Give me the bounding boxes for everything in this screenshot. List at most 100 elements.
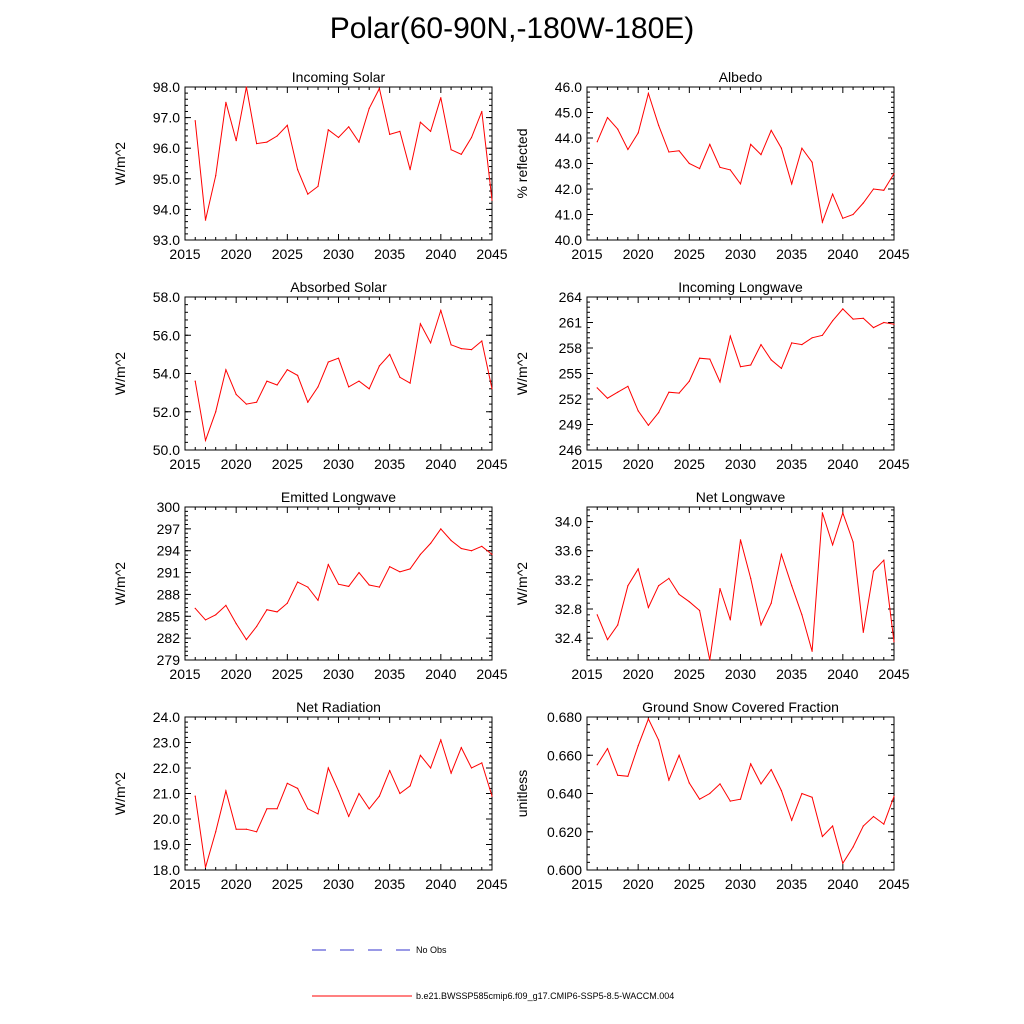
data-point bbox=[872, 815, 875, 818]
x-tick-label: 2030 bbox=[323, 456, 354, 472]
data-point bbox=[256, 143, 258, 145]
x-tick-label: 2045 bbox=[878, 456, 909, 472]
x-tick-label: 2040 bbox=[425, 876, 456, 892]
data-point bbox=[709, 792, 711, 795]
data-point bbox=[627, 585, 629, 587]
data-point bbox=[617, 128, 619, 130]
y-axis-label: W/m^2 bbox=[112, 772, 128, 815]
data-point bbox=[389, 133, 391, 135]
y-tick-label: 24.0 bbox=[153, 709, 180, 725]
data-point bbox=[811, 796, 813, 798]
data-point bbox=[430, 767, 432, 769]
chart-panel-5: Net Longwave 2015 2020 2025 2030 2035 2040 2045… bbox=[514, 489, 910, 682]
data-point bbox=[647, 718, 650, 720]
x-tick-label: 2045 bbox=[878, 666, 909, 682]
data-point bbox=[729, 169, 731, 171]
data-point bbox=[780, 553, 783, 556]
data-point bbox=[327, 129, 329, 131]
data-point bbox=[627, 385, 629, 387]
y-tick-label: 261 bbox=[559, 315, 583, 331]
x-tick-label: 2035 bbox=[374, 246, 405, 262]
data-point bbox=[709, 659, 711, 661]
data-point bbox=[204, 866, 207, 869]
data-point bbox=[348, 126, 350, 128]
x-tick-label: 2020 bbox=[221, 876, 252, 892]
data-point bbox=[852, 541, 854, 543]
y-tick-label: 21.0 bbox=[153, 786, 180, 802]
data-point bbox=[194, 380, 196, 382]
data-point bbox=[658, 739, 660, 741]
data-point bbox=[286, 782, 288, 784]
data-point bbox=[606, 639, 609, 641]
data-point bbox=[801, 614, 803, 616]
x-tick-label: 2035 bbox=[776, 876, 807, 892]
data-point bbox=[399, 130, 401, 132]
data-point bbox=[596, 614, 598, 616]
data-point bbox=[358, 792, 360, 795]
y-tick-label: 50.0 bbox=[153, 442, 180, 458]
data-point bbox=[606, 117, 609, 119]
y-tick-label: 33.2 bbox=[555, 572, 582, 588]
data-point bbox=[688, 380, 690, 382]
data-point bbox=[337, 136, 340, 139]
x-tick-label: 2025 bbox=[674, 246, 705, 262]
data-point bbox=[419, 754, 421, 756]
series-line bbox=[596, 91, 895, 225]
legend: No Obs b.e21.BWSSP585cmip6.f09_g17.CMIP6-… bbox=[312, 945, 674, 1001]
data-point bbox=[699, 609, 701, 612]
x-tick-label: 2035 bbox=[374, 876, 405, 892]
data-point bbox=[378, 586, 380, 588]
data-point bbox=[719, 381, 721, 383]
x-tick-label: 2035 bbox=[776, 456, 807, 472]
panel-title: Albedo bbox=[719, 69, 763, 85]
data-point bbox=[215, 614, 217, 616]
data-point bbox=[266, 380, 268, 382]
panel-title: Incoming Longwave bbox=[678, 279, 803, 295]
y-tick-label: 249 bbox=[559, 417, 583, 433]
data-point bbox=[297, 169, 299, 171]
y-tick-label: 52.0 bbox=[153, 404, 180, 420]
series-line bbox=[194, 738, 493, 868]
chart-panel-1: Albedo 2015 2020 2025 2030 2035 2040 2045 40.0 41… bbox=[514, 69, 910, 262]
x-tick-label: 2035 bbox=[776, 666, 807, 682]
data-point bbox=[440, 739, 442, 741]
data-point bbox=[719, 166, 721, 168]
data-point bbox=[409, 785, 411, 787]
data-point bbox=[750, 577, 752, 580]
data-point bbox=[883, 321, 885, 324]
data-point bbox=[688, 601, 690, 603]
data-point bbox=[470, 349, 473, 351]
x-tick-label: 2020 bbox=[221, 456, 252, 472]
data-point bbox=[739, 539, 742, 541]
data-point bbox=[750, 143, 752, 145]
data-point bbox=[327, 767, 329, 769]
data-point bbox=[409, 568, 411, 570]
data-point bbox=[419, 553, 421, 556]
y-tick-label: 98.0 bbox=[153, 79, 180, 95]
plot-frame bbox=[586, 506, 895, 661]
data-point bbox=[215, 175, 217, 177]
data-point bbox=[801, 147, 803, 149]
y-tick-label: 22.0 bbox=[153, 760, 180, 776]
data-point bbox=[719, 783, 721, 785]
data-point bbox=[430, 342, 432, 344]
data-point bbox=[491, 795, 493, 797]
data-point bbox=[481, 545, 483, 547]
x-tick-label: 2025 bbox=[674, 666, 705, 682]
chart-panel-3: Incoming Longwave 2015 2020 2025 2030 2035 204… bbox=[514, 279, 910, 472]
data-point bbox=[883, 189, 885, 191]
y-tick-label: 252 bbox=[559, 391, 583, 407]
x-tick-label: 2045 bbox=[878, 876, 909, 892]
y-tick-label: 20.0 bbox=[153, 811, 180, 827]
series-line bbox=[596, 717, 895, 865]
y-tick-label: 33.6 bbox=[555, 543, 582, 559]
data-point bbox=[204, 619, 207, 621]
data-point bbox=[811, 337, 813, 339]
y-tick-label: 58.0 bbox=[153, 289, 180, 305]
x-tick-label: 2020 bbox=[221, 246, 252, 262]
y-tick-label: 43.0 bbox=[555, 156, 582, 172]
data-point bbox=[276, 384, 278, 386]
data-point bbox=[225, 604, 227, 607]
data-point bbox=[450, 149, 452, 151]
